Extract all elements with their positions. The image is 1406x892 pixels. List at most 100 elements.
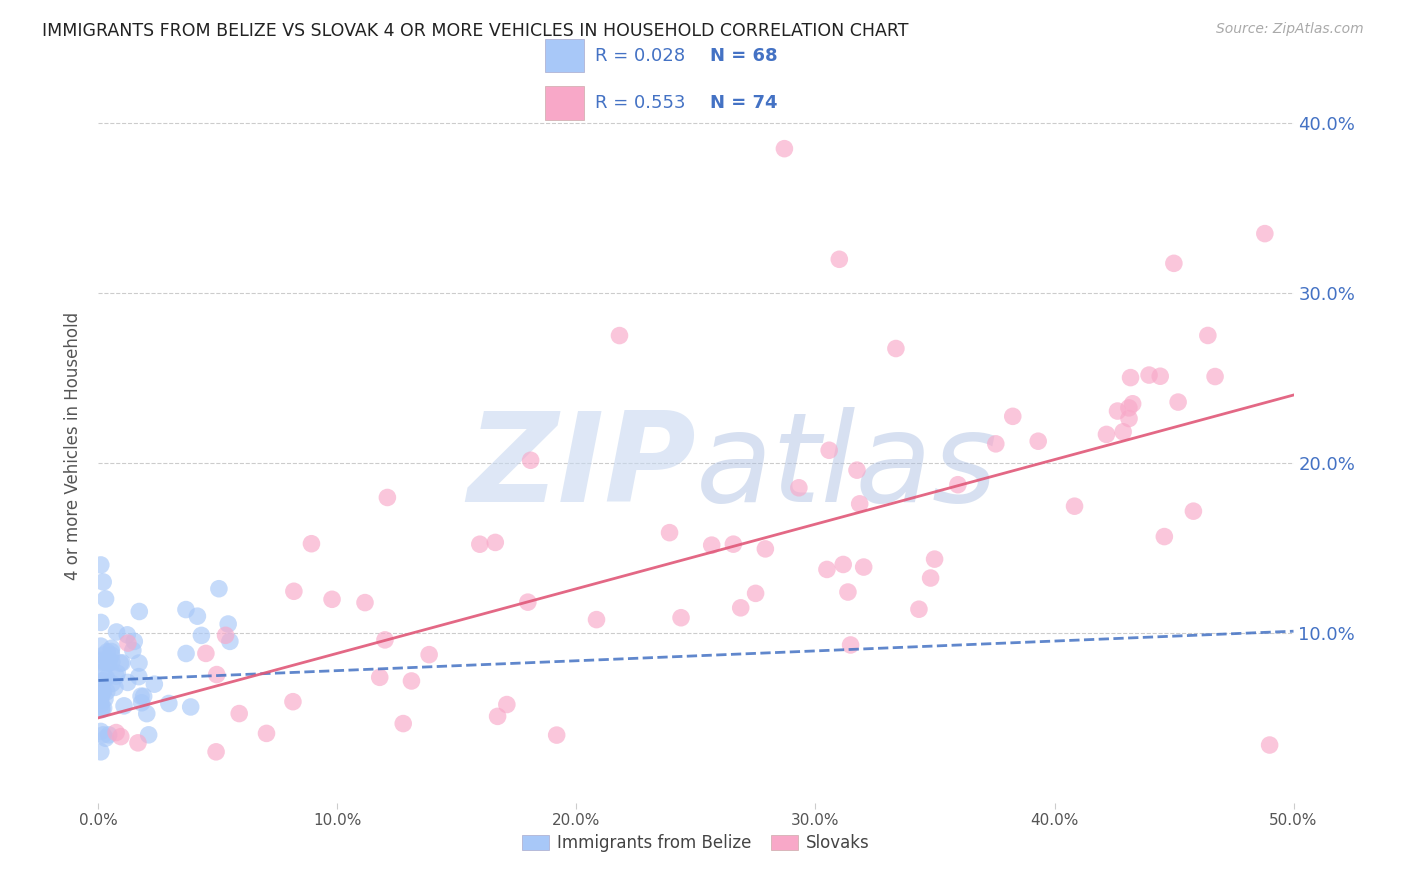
Point	[828, 252, 851, 267]
Point	[105, 669, 128, 683]
Point	[97, 728, 120, 742]
Point	[105, 666, 128, 681]
Point	[138, 728, 160, 742]
Point	[205, 667, 228, 681]
Point	[91, 574, 114, 589]
Point	[105, 624, 128, 639]
Text: IMMIGRANTS FROM BELIZE VS SLOVAK 4 OR MORE VEHICLES IN HOUSEHOLD CORRELATION CHA: IMMIGRANTS FROM BELIZE VS SLOVAK 4 OR MO…	[42, 22, 908, 40]
Point	[1118, 411, 1140, 425]
Point	[321, 592, 343, 607]
Point	[946, 477, 969, 491]
Point	[658, 525, 681, 540]
Point	[839, 638, 862, 652]
Point	[852, 560, 875, 574]
Point	[301, 537, 323, 551]
Point	[1258, 738, 1281, 752]
Point	[100, 641, 122, 656]
Point	[97, 656, 120, 670]
Point	[112, 698, 135, 713]
Point	[90, 615, 112, 630]
Point	[1122, 397, 1144, 411]
Point	[96, 671, 118, 685]
Point	[128, 670, 150, 684]
Point	[128, 656, 150, 670]
Point	[100, 648, 122, 662]
Point	[609, 328, 631, 343]
Point	[131, 696, 153, 710]
Point	[818, 443, 841, 458]
Point	[90, 697, 112, 711]
Point	[484, 535, 506, 549]
Point	[418, 648, 440, 662]
Point	[924, 552, 946, 566]
Point	[374, 632, 396, 647]
Point	[754, 541, 776, 556]
Point	[281, 695, 304, 709]
Point	[920, 571, 942, 585]
Text: ZIP: ZIP	[467, 407, 696, 528]
Point	[94, 692, 117, 706]
Point	[217, 617, 239, 632]
Point	[127, 736, 149, 750]
Point	[723, 537, 745, 551]
Point	[1149, 369, 1171, 384]
Point	[205, 745, 228, 759]
Point	[1254, 227, 1277, 241]
Point	[546, 728, 568, 742]
Point	[1163, 256, 1185, 270]
Point	[90, 745, 112, 759]
Point	[94, 731, 117, 746]
Point	[90, 682, 112, 697]
Point	[132, 690, 155, 704]
Point	[214, 628, 236, 642]
Point	[1167, 395, 1189, 409]
Text: N = 74: N = 74	[710, 94, 778, 112]
Point	[846, 463, 869, 477]
Point	[700, 538, 723, 552]
Text: N = 68: N = 68	[710, 46, 778, 65]
Point	[174, 602, 197, 616]
Point	[190, 628, 212, 642]
Point	[93, 665, 115, 680]
Point	[101, 676, 124, 690]
Point	[1137, 368, 1160, 382]
Point	[90, 639, 112, 653]
Point	[90, 558, 112, 572]
Point	[90, 701, 112, 715]
Point	[90, 724, 112, 739]
Point	[283, 584, 305, 599]
Point	[93, 685, 115, 699]
Text: R = 0.028: R = 0.028	[595, 46, 685, 65]
Point	[174, 647, 197, 661]
Point	[90, 680, 112, 694]
Point	[90, 688, 112, 702]
Point	[194, 647, 217, 661]
Point	[96, 645, 118, 659]
Point	[180, 700, 202, 714]
Point	[90, 653, 112, 667]
Point	[1095, 427, 1118, 442]
Point	[486, 709, 509, 723]
Point	[135, 706, 157, 721]
Point	[848, 497, 870, 511]
Point	[228, 706, 250, 721]
Point	[93, 701, 115, 715]
Y-axis label: 4 or more Vehicles in Household: 4 or more Vehicles in Household	[65, 312, 83, 580]
Legend: Immigrants from Belize, Slovaks: Immigrants from Belize, Slovaks	[515, 828, 877, 859]
Point	[1112, 425, 1135, 439]
Point	[90, 702, 112, 716]
Point	[495, 698, 517, 712]
Point	[117, 636, 139, 650]
Bar	[546, 87, 583, 120]
Point	[117, 675, 139, 690]
Point	[104, 681, 127, 695]
Point	[1118, 401, 1140, 415]
Point	[354, 596, 377, 610]
Point	[121, 643, 143, 657]
Point	[377, 491, 399, 505]
Bar	[546, 39, 583, 72]
Point	[94, 655, 117, 669]
Point	[96, 684, 118, 698]
Point	[984, 437, 1007, 451]
Point	[368, 670, 391, 684]
